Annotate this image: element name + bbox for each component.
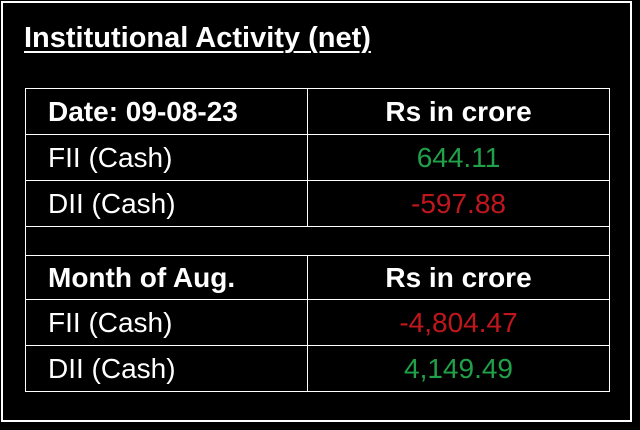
daily-header-row: Date: 09-08-23 Rs in crore <box>25 88 610 135</box>
table-row: DII (Cash) -597.88 <box>25 180 610 227</box>
daily-date-header: Date: 09-08-23 <box>25 88 308 135</box>
daily-fii-label: FII (Cash) <box>25 134 308 181</box>
daily-unit-header: Rs in crore <box>307 88 610 135</box>
daily-dii-value: -597.88 <box>307 180 610 227</box>
monthly-fii-label: FII (Cash) <box>25 299 308 346</box>
monthly-dii-label: DII (Cash) <box>25 345 308 392</box>
page-title: Institutional Activity (net) <box>24 22 371 54</box>
institutional-activity-table: Date: 09-08-23 Rs in crore FII (Cash) 64… <box>25 88 610 392</box>
monthly-unit-header: Rs in crore <box>307 255 610 300</box>
table-row: FII (Cash) 644.11 <box>25 134 610 181</box>
monthly-dii-value: 4,149.49 <box>307 345 610 392</box>
daily-fii-value: 644.11 <box>307 134 610 181</box>
monthly-fii-value: -4,804.47 <box>307 299 610 346</box>
daily-dii-label: DII (Cash) <box>25 180 308 227</box>
spacer-row <box>25 226 610 256</box>
monthly-header-row: Month of Aug. Rs in crore <box>25 255 610 300</box>
monthly-period-header: Month of Aug. <box>25 255 308 300</box>
table-row: FII (Cash) -4,804.47 <box>25 299 610 346</box>
spacer-cell <box>25 226 610 256</box>
table-row: DII (Cash) 4,149.49 <box>25 345 610 392</box>
